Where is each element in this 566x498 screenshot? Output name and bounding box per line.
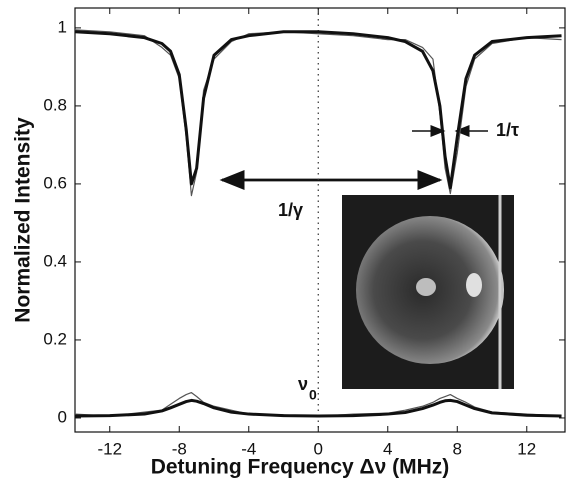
y-tick-label: 0.2 [43,329,67,348]
x-tick-label: -12 [97,439,122,458]
x-tick-label: 12 [517,439,536,458]
y-axis-label: Normalized Intensity [12,117,35,323]
y-tick-label: 1 [58,17,67,36]
y-tick-label: 0.8 [43,95,67,114]
x-axis-label: Detuning Frequency Δν (MHz) [151,456,450,479]
inset-image [342,195,514,389]
inset-spot [416,278,436,296]
data-line [74,398,562,418]
x-tick-label: 4 [383,439,392,458]
plot-frame [74,7,566,433]
data-line [74,30,562,190]
x-tick-label: 8 [453,439,462,458]
nu-label: ν [298,374,308,394]
tau-label: 1/τ [496,120,519,140]
x-tick-label: -8 [172,439,187,458]
y-tick-label: 0.6 [43,173,67,192]
y-tick-label: 0.4 [43,251,67,270]
nu-subscript: 0 [309,387,317,403]
x-tick-label: 0 [314,439,323,458]
y-tick-label: 0 [58,407,67,426]
gamma-label: 1/γ [278,200,303,220]
inset-spot [466,273,482,297]
x-tick-label: -4 [241,439,256,458]
